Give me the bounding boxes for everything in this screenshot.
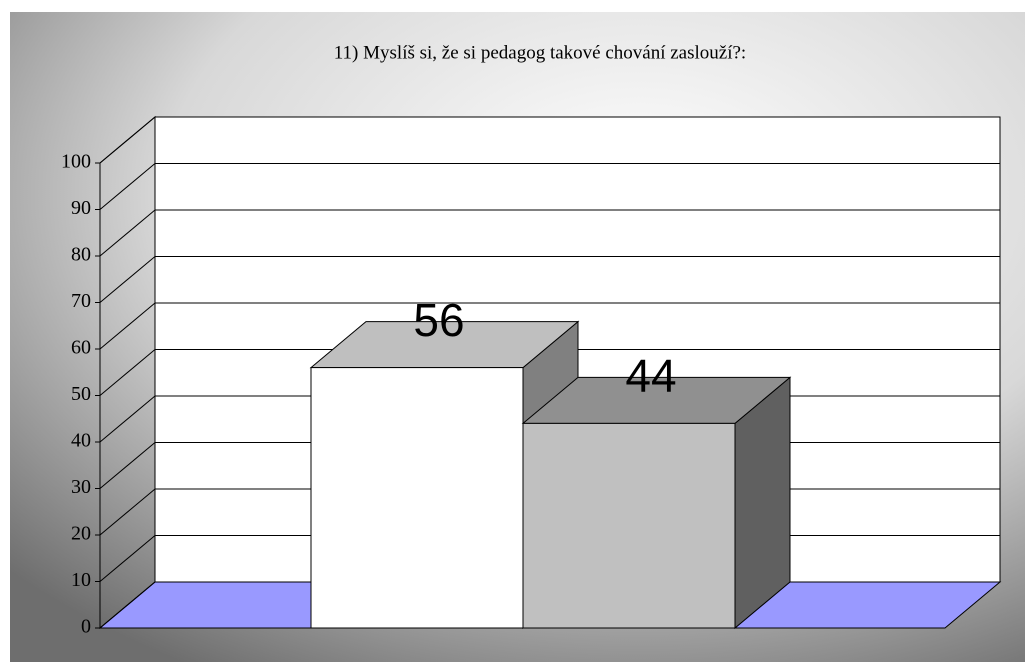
grid-line: [99, 488, 156, 536]
grid-line: [99, 395, 156, 443]
y-tick-label: 70: [71, 290, 91, 312]
y-tick-label: 100: [61, 151, 91, 173]
data-label: 44: [625, 350, 676, 402]
grid-line: [99, 535, 156, 582]
grid-line: [99, 256, 156, 303]
y-tick-label: 0: [81, 616, 91, 638]
y-tick-label: 30: [71, 476, 91, 498]
data-label: 56: [413, 294, 464, 346]
y-tick-label: 90: [71, 197, 91, 219]
bar: [310, 367, 524, 629]
grid-line: [99, 116, 156, 164]
y-tick-label: 20: [71, 523, 91, 545]
chart-title: 11) Myslíš si, že si pedagog takové chov…: [334, 42, 746, 63]
y-tick-label: 60: [71, 337, 91, 359]
grid-line: [99, 442, 156, 489]
grid-line: [99, 581, 156, 629]
grid-line: [99, 209, 156, 257]
y-tick-label: 50: [71, 383, 91, 405]
y-tick-label: 10: [71, 569, 91, 591]
y-tick-label: 40: [71, 430, 91, 452]
grid-line: [99, 349, 156, 396]
bar: [522, 422, 736, 629]
grid-line: [99, 163, 156, 210]
y-tick-label: 80: [71, 244, 91, 266]
grid-line: [99, 302, 156, 350]
